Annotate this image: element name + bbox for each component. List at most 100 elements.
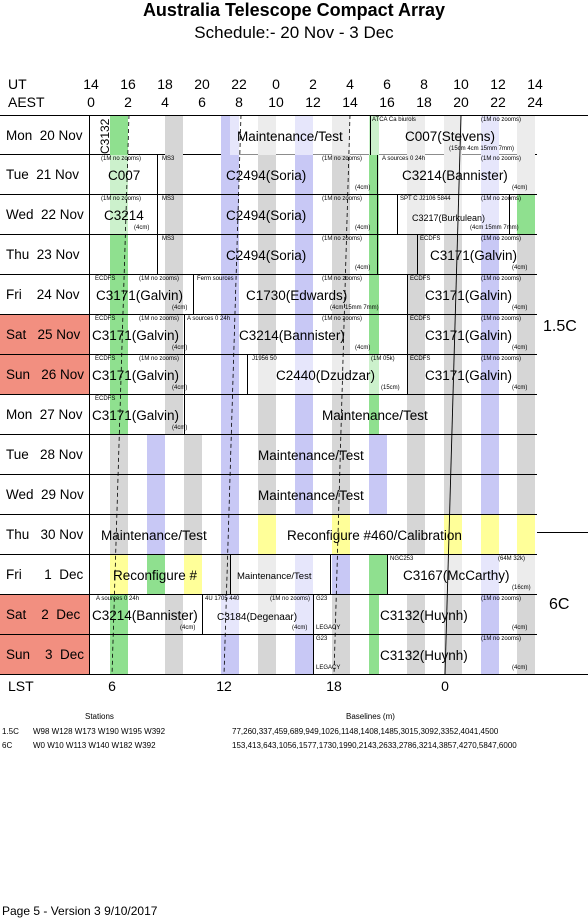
page-footer: Page 5 - Version 3 9/10/2017 xyxy=(2,904,158,918)
time-stripe xyxy=(407,475,425,514)
time-stripe xyxy=(332,155,350,194)
project-label: C3132(Huynh) xyxy=(380,608,468,623)
time-stripe xyxy=(517,315,535,354)
time-stripe xyxy=(110,235,128,274)
time-stripe xyxy=(258,515,276,554)
day-label: Wed 29 Nov xyxy=(0,475,90,514)
page-title: Australia Telescope Compact Array xyxy=(142,0,446,20)
day-label: Thu 30 Nov xyxy=(0,515,90,554)
observation-note: (1M no zooms) xyxy=(139,356,180,362)
lst-tick: 0 xyxy=(441,678,449,694)
time-stripe xyxy=(332,475,350,514)
day-label: Sun 26 Nov xyxy=(0,355,90,394)
lst-tick: 6 xyxy=(108,678,116,694)
ut-axis-label: UT xyxy=(8,76,27,92)
observation-note: (4cm) xyxy=(172,385,188,391)
time-stripe xyxy=(369,395,379,434)
lst-drift-lines xyxy=(111,115,462,675)
observation-note: (1M no zooms) xyxy=(322,156,363,162)
time-stripe xyxy=(407,435,425,474)
time-stripe xyxy=(165,355,183,394)
schedule-row: Mon 20 Nov C3132 Maintenance/Test C007(Stev… xyxy=(0,115,537,155)
time-stripe xyxy=(517,395,535,434)
ut-tick: 18 xyxy=(157,76,173,92)
schedule-row: Sat 25 Nov C3171(Galvin) C3214(Bannister) C… xyxy=(0,315,537,355)
time-stripe xyxy=(165,315,183,354)
time-stripe xyxy=(295,235,313,274)
lst-drift-line xyxy=(111,115,130,675)
booking-block xyxy=(230,116,370,155)
booking-separator xyxy=(184,395,185,434)
time-stripe xyxy=(295,635,313,674)
aest-tick: 14 xyxy=(342,94,358,110)
booking-separator xyxy=(184,355,185,394)
time-stripe xyxy=(332,515,350,554)
project-label: Maintenance/Test xyxy=(237,129,343,144)
observation-note: Ferm sources xyxy=(197,276,234,282)
time-stripe xyxy=(221,395,239,434)
time-stripe xyxy=(517,515,535,554)
time-stripe xyxy=(369,635,379,674)
observation-note: (1M no zooms) xyxy=(481,636,522,642)
time-stripe xyxy=(517,635,535,674)
time-stripe xyxy=(444,395,462,434)
booking-separator xyxy=(157,155,158,194)
time-stripe xyxy=(369,475,387,514)
time-stripe xyxy=(258,315,276,354)
time-stripe xyxy=(258,275,276,314)
booking-separator xyxy=(184,315,185,354)
time-stripe xyxy=(165,395,183,434)
observation-note: (16cm) xyxy=(512,585,531,591)
time-stripe xyxy=(258,635,276,674)
time-stripe xyxy=(407,515,425,554)
time-stripe xyxy=(481,515,499,554)
time-stripe xyxy=(147,475,165,514)
project-label: Reconfigure #460/Calibration xyxy=(287,528,462,543)
observation-note: MS3 xyxy=(162,236,175,242)
observation-note: (4cm) xyxy=(172,345,188,351)
project-label: Maintenance/Test xyxy=(237,571,312,582)
booking-separator xyxy=(370,116,371,155)
time-stripe xyxy=(369,235,379,274)
day-label: Sat 2 Dec xyxy=(0,595,90,634)
project-label: C2440(Dzudzar) xyxy=(276,368,376,383)
time-stripe xyxy=(517,595,535,634)
booking-block xyxy=(230,555,330,594)
project-label: C3167(McCarthy) xyxy=(403,568,510,583)
config-name-2: 6C xyxy=(2,741,13,750)
observation-note: ATCA Ca biurols xyxy=(372,117,416,123)
time-stripe xyxy=(110,355,128,394)
day-label: Mon 27 Nov xyxy=(0,395,90,434)
schedule-row: Tue 21 Nov C007 C2494(Soria) C3214(Banniste… xyxy=(0,155,537,195)
observation-note: (1M no zooms) xyxy=(322,276,363,282)
time-stripe xyxy=(369,315,379,354)
ut-tick: 4 xyxy=(346,76,354,92)
time-stripe xyxy=(481,435,499,474)
observation-note: (4cm) xyxy=(292,625,308,631)
time-stripe xyxy=(407,635,425,674)
project-label: C3171(Galvin) xyxy=(430,248,518,263)
observation-note: J1956 50 xyxy=(252,356,277,362)
time-stripe xyxy=(147,515,165,554)
time-stripe xyxy=(221,275,239,314)
time-stripe xyxy=(110,395,128,434)
time-stripe xyxy=(481,355,499,394)
observation-note: (1M no zooms) xyxy=(481,316,522,322)
time-stripe xyxy=(110,315,128,354)
time-stripe xyxy=(184,475,202,514)
time-stripe xyxy=(147,435,165,474)
time-stripe xyxy=(184,435,202,474)
lst-tick: 18 xyxy=(326,678,342,694)
lst-drift-line xyxy=(223,115,242,675)
stations-header: Stations xyxy=(85,712,114,721)
day-label: Sat 25 Nov xyxy=(0,315,90,354)
observation-note: (1M no zooms) xyxy=(139,276,180,282)
project-label: C007 xyxy=(108,168,141,183)
project-label: C1730(Edwards) xyxy=(246,288,348,303)
observation-note: G23 xyxy=(316,596,328,602)
project-label: C3214(Bannister) xyxy=(92,608,198,623)
lst-zero-line xyxy=(444,115,462,675)
time-stripe xyxy=(258,475,276,514)
config-label-1: 1.5C xyxy=(543,318,577,335)
booking-separator xyxy=(157,195,158,234)
